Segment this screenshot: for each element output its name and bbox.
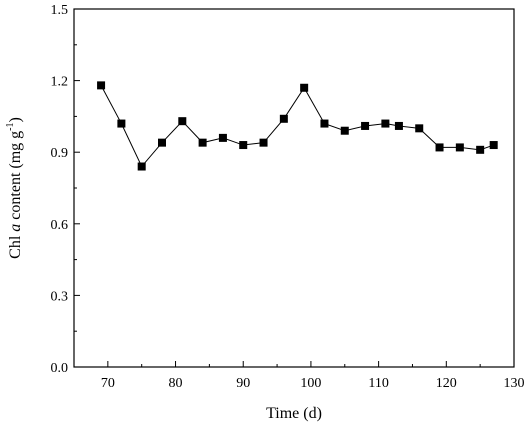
y-axis-label-part-1: Chl (7, 232, 24, 259)
y-axis-label-italic: a (7, 224, 24, 232)
y-axis-label-part-3: content (mg g (7, 131, 24, 224)
x-tick-label: 100 (300, 376, 321, 391)
data-point-marker (178, 117, 187, 126)
x-tick-label: 110 (368, 376, 388, 391)
y-tick-label: 1.5 (51, 3, 69, 18)
data-point-marker (489, 141, 498, 150)
data-point-marker (198, 138, 207, 147)
y-axis-label-part-5: ) (7, 117, 24, 122)
y-tick-label: 0.6 (51, 218, 69, 233)
x-tick-label: 120 (436, 376, 457, 391)
data-point-marker (381, 119, 390, 128)
data-point-marker (158, 138, 166, 147)
y-tick-label: 0.3 (51, 289, 69, 304)
data-point-marker (361, 121, 370, 130)
y-axis-ticks: 0.0 0.3 0.6 0.9 1.2 1.5 (51, 3, 80, 376)
data-point-marker (415, 124, 424, 133)
y-tick-label: 1.2 (51, 75, 69, 90)
series-line (100, 85, 494, 168)
data-point-marker (239, 141, 248, 150)
y-axis-label: Chl a content (mg g-1) (5, 117, 24, 259)
x-tick-label: 90 (236, 376, 250, 391)
y-tick-label: 0.0 (51, 361, 69, 376)
data-point-marker (279, 114, 288, 123)
x-tick-label: 80 (169, 376, 183, 391)
data-point-marker (218, 133, 227, 142)
plot-frame (73, 8, 515, 368)
x-axis-label: Time (d) (266, 405, 322, 422)
data-point-marker (476, 145, 485, 154)
data-point-marker (340, 126, 349, 135)
series-layer (97, 81, 498, 171)
data-point-marker (137, 162, 146, 171)
data-point-marker (300, 83, 309, 92)
y-axis-label-superscript: -1 (5, 122, 16, 130)
data-point-marker (259, 138, 268, 147)
data-point-marker (455, 143, 464, 152)
x-tick-label: 70 (101, 376, 115, 391)
data-point-marker (320, 119, 329, 128)
data-point-marker (117, 119, 126, 128)
data-point-marker (435, 143, 444, 152)
x-tick-label: 130 (504, 376, 525, 391)
data-point-marker (97, 81, 106, 90)
x-axis-ticks: 70 80 90 100 110 120 130 (73, 361, 525, 391)
data-point-marker (394, 121, 403, 130)
y-tick-label: 0.9 (51, 146, 69, 161)
